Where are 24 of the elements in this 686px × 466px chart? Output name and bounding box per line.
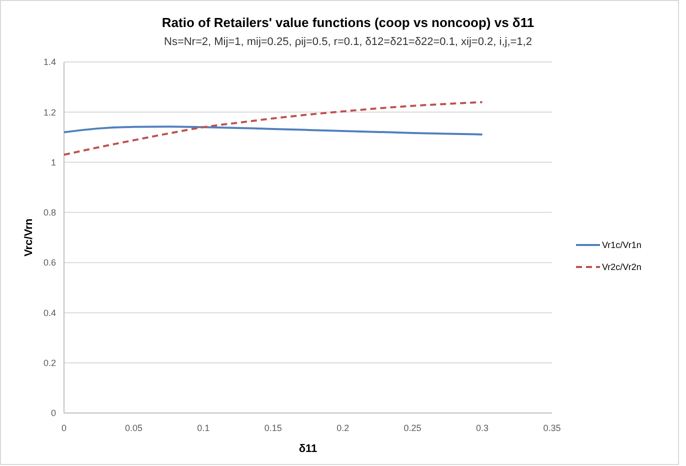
chart-title: Ratio of Retailers' value functions (coop vs noncoop) vs δ11 (162, 15, 534, 30)
x-tick-label: 0.15 (264, 423, 282, 433)
x-tick-label: 0.35 (543, 423, 561, 433)
chart-subtitle: Ns=Nr=2, Mij=1, mij=0.25, ρij=0.5, r=0.1, δ12=δ21=δ22=0.1, xij=0.2, i,j,=1,2 (164, 36, 532, 48)
line-series (63, 101, 484, 156)
y-tick-label: 1 (50, 157, 56, 168)
y-tick-label: 0.8 (43, 208, 56, 218)
y-tick-label: 0.2 (43, 358, 56, 368)
legend-label: Vr1c/Vr1n (602, 240, 642, 250)
y-tick-label: 0 (50, 408, 56, 418)
x-axis-title: δ11 (298, 443, 318, 455)
y-tick-label: 0.4 (43, 308, 56, 318)
x-tick-label: 0.3 (476, 423, 489, 433)
y-tick-label: 1.4 (43, 57, 56, 68)
x-tick-label: 0 (61, 423, 67, 433)
x-tick-label: 0.05 (124, 423, 142, 433)
x-tick-label: 0.2 (336, 423, 350, 433)
y-tick-label: 1.2 (43, 107, 56, 118)
y-axis-title: Vrc/Vrn (23, 218, 35, 256)
x-tick-label: 0.1 (197, 423, 210, 433)
line-series (63, 126, 484, 136)
y-tick-label: 0.6 (43, 258, 56, 268)
legend-label: Vr2c/Vr2n (602, 262, 642, 272)
x-tick-label: 0.25 (404, 423, 422, 433)
